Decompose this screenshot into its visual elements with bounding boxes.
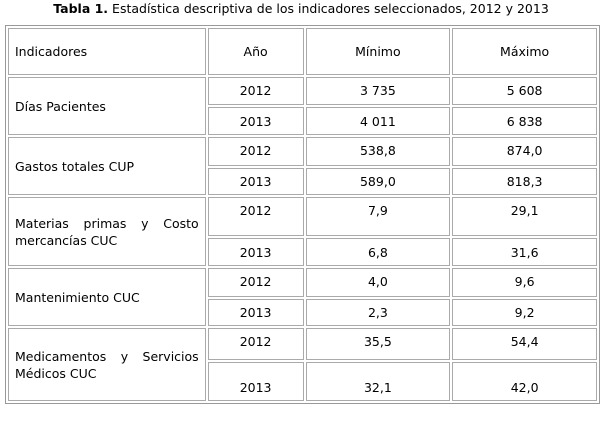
header-row: Indicadores Año Mínimo Máximo [8,28,597,75]
indicator-cell: Materias primas y Costo mercancías CUC [8,197,206,266]
table-caption: Tabla 1. Estadística descriptiva de los … [0,1,602,16]
table-row: Gastos totales CUP 2012 538,8 874,0 [8,137,597,195]
value-cell: 32,1 [305,362,451,401]
year-cell: 2012 [207,328,304,360]
header-cell: Máximo [452,28,597,75]
value-cell: 3 735 [305,77,451,105]
table-row: 2013 32,1 42,0 [8,362,597,401]
year-cell: 2012 [207,197,304,236]
value-cell: 35,5 [305,328,451,360]
header-cell: Indicadores [8,28,206,75]
table-row: 2013 2,3 9,2 [8,299,597,326]
indicator-cell: Gastos totales CUP [8,137,206,195]
value-cell: 7,9 [305,197,451,236]
year-cell: 2013 [207,362,304,401]
value-cell: 6,8 [305,238,451,266]
value-cell: 4 011 [305,107,451,135]
indicator-cell: Medicamentos y Servicios Médicos CUC [8,328,206,401]
header-cell: Mínimo [305,28,451,75]
value-cell: 9,2 [452,299,597,326]
year-cell: 2013 [207,238,304,266]
table-row: 2013 4 011 6 838 [8,107,597,135]
table-body: Indicadores Año Mínimo Máximo Días Pacie… [8,28,597,401]
table-row: Mantenimiento CUC 2012 4,0 9,6 [8,268,597,326]
indicator-cell: Mantenimiento CUC [8,268,206,326]
value-cell: 4,0 [305,268,451,297]
year-cell: 2013 [207,107,304,135]
value-cell: 42,0 [452,362,597,401]
value-cell: 818,3 [452,168,597,195]
table-row: Días Pacientes 2012 3 735 5 608 [8,77,597,135]
value-cell: 874,0 [452,137,597,166]
value-cell: 9,6 [452,268,597,297]
year-cell: 2013 [207,299,304,326]
value-cell: 2,3 [305,299,451,326]
data-table: Indicadores Año Mínimo Máximo Días Pacie… [5,25,600,404]
value-cell: 6 838 [452,107,597,135]
table-row: 2013 589,0 818,3 [8,168,597,195]
value-cell: 5 608 [452,77,597,105]
value-cell: 31,6 [452,238,597,266]
year-cell: 2012 [207,137,304,166]
table-row: Materias primas y Costo mercancías CUC 20… [8,197,597,266]
caption-text: Estadística descriptiva de los indicador… [112,1,549,16]
value-cell: 29,1 [452,197,597,236]
caption-label: Tabla 1. [53,1,109,16]
year-cell: 2013 [207,168,304,195]
indicator-cell: Días Pacientes [8,77,206,135]
value-cell: 589,0 [305,168,451,195]
table-row: 2013 6,8 31,6 [8,238,597,266]
year-cell: 2012 [207,268,304,297]
value-cell: 538,8 [305,137,451,166]
value-cell: 54,4 [452,328,597,360]
header-cell: Año [207,28,304,75]
year-cell: 2012 [207,77,304,105]
table-row: Medicamentos y Servicios Médicos CUC 2012… [8,328,597,401]
